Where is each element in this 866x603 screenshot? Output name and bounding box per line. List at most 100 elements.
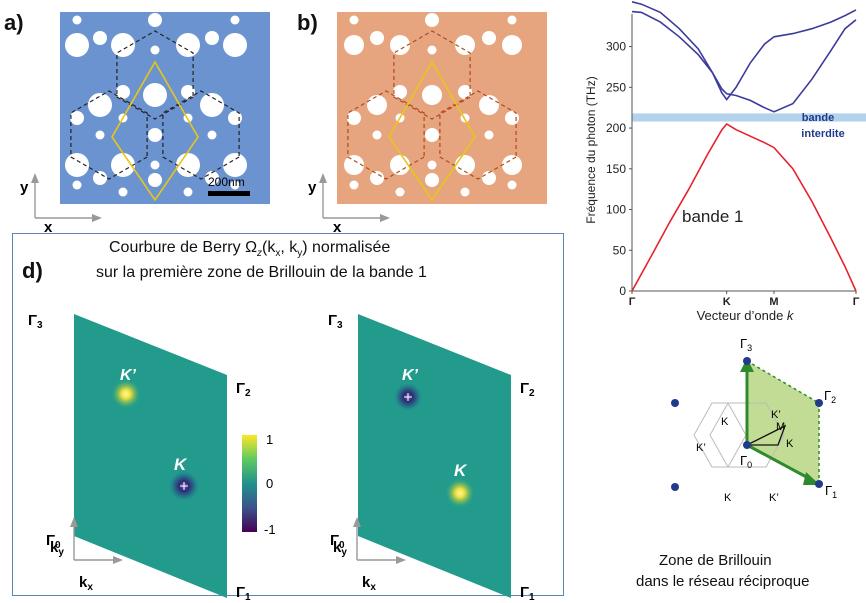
arrow-right-icon [380,214,390,222]
panel-label-d: d) [22,258,43,283]
unit-cell-a [111,60,199,202]
x-tick-label: Γ [853,296,860,308]
gamma1-point [815,480,823,488]
hole-small [150,45,160,55]
kx-label-1: kx [79,574,93,593]
hole-small [507,180,517,190]
y-tick-label: 100 [606,203,626,217]
panel-d-frame [12,233,564,596]
lattice-bond [347,90,425,180]
bz-gamma2-label: Γ2 [824,388,836,405]
axis-y-label-b: y [308,179,317,196]
hole-small [460,187,470,197]
hole-small [395,187,405,197]
crystal-b-holes [344,13,522,197]
hole-medium [116,85,130,99]
hole-medium [205,31,219,45]
y-axis-title: Fréquence du photon (THz) [584,76,598,223]
arrow-up-icon [353,517,361,527]
hole-medium [70,111,84,125]
hole-small [507,15,517,25]
hole-small [72,180,82,190]
k-label-1: K [174,455,188,474]
arrow-right-icon [92,214,102,222]
hole-small [372,130,382,140]
hole-medium [181,85,195,99]
hole-large [143,83,167,107]
band-line-3 [631,1,857,101]
hole-small [427,45,437,55]
axis-x-label-a: x [44,219,53,235]
y-tick-label: 300 [606,40,626,54]
colorbar-gradient [242,435,257,532]
hole-large [344,35,364,55]
hole-small [95,130,105,140]
hole-medium [425,128,439,142]
bz-K-label-3: K [724,492,732,504]
kprime-label-2: K’ [402,367,419,384]
hole-large [65,33,89,57]
hexagon-zone [709,402,785,468]
y-tick-label: 150 [606,162,626,176]
ky-label-2: ky [333,539,347,558]
berry-curvature-maps: K’ K Γ3 Γ2 Γ0 Γ1 1 0 -1 K’ K Γ3 Γ2 Γ0 Γ1… [28,312,535,600]
hole-medium [393,85,407,99]
y-tick-label: 50 [613,243,627,257]
hole-medium [93,31,107,45]
band-line-2 [631,10,857,113]
hole-small [427,160,437,170]
hole-small [349,15,359,25]
gamma2-label-1: Γ2 [236,380,251,399]
k-marker-1 [180,482,188,490]
axis-x-label-b: x [333,219,342,235]
panel-a: 200nm y x [20,12,270,235]
x-tick-label: Γ [629,296,636,308]
gamma0-label-2: Γ0 [330,532,345,551]
kxky-axes-1: ky kx [50,517,123,593]
hole-small [484,130,494,140]
kprime-label-1: K’ [120,367,137,384]
panel-label-a: a) [4,10,24,35]
hole-large [111,153,135,177]
hole-large [367,95,387,115]
hole-small [72,15,82,25]
hole-medium [148,13,162,27]
lattice-point-lower-left [671,483,679,491]
k-label-2: K [454,461,468,480]
kprime-marker-2 [404,393,412,401]
gamma0-label-1: Γ0 [46,532,61,551]
scalebar [208,191,250,196]
bz-gamma3-label: Γ3 [740,336,752,353]
band-structure-chart: 0 50 100 150 200 250 300 Γ K M Γ Fréquence du pho… [576,0,866,330]
hole-small [230,180,240,190]
y-tick-label: 200 [606,121,626,135]
x-axis-title: Vecteur d’onde k [697,308,795,323]
arrow-up-icon [319,173,327,183]
hole-large [479,95,499,115]
band1-label: bande 1 [682,207,743,226]
kx-label-2: kx [362,574,376,593]
colorbar-tick-min: -1 [264,522,276,537]
hole-large [176,33,200,57]
gamma3-label-2: Γ3 [328,312,343,331]
band-series [631,1,857,292]
zone-edge-top [746,360,820,404]
x-tick-label: M [769,296,778,308]
hole-medium [228,111,242,125]
gamma2-point [815,399,823,407]
hole-large [422,85,442,105]
gamma0-point [743,441,751,449]
gamma2-label-2: Γ2 [520,380,535,399]
axis-y-label-a: y [20,179,29,196]
unit-cell-b [388,60,476,202]
lattice-bond [439,90,517,180]
irreducible-triangle [746,424,787,446]
bz-gamma1-label: Γ1 [825,483,837,500]
y-tick-label: 250 [606,80,626,94]
hole-medium [148,128,162,142]
bz-M-label: M [776,421,785,433]
hole-medium [370,31,384,45]
gamma1-label-2: Γ1 [520,584,535,600]
kxky-axes-2: ky kx [333,517,406,593]
